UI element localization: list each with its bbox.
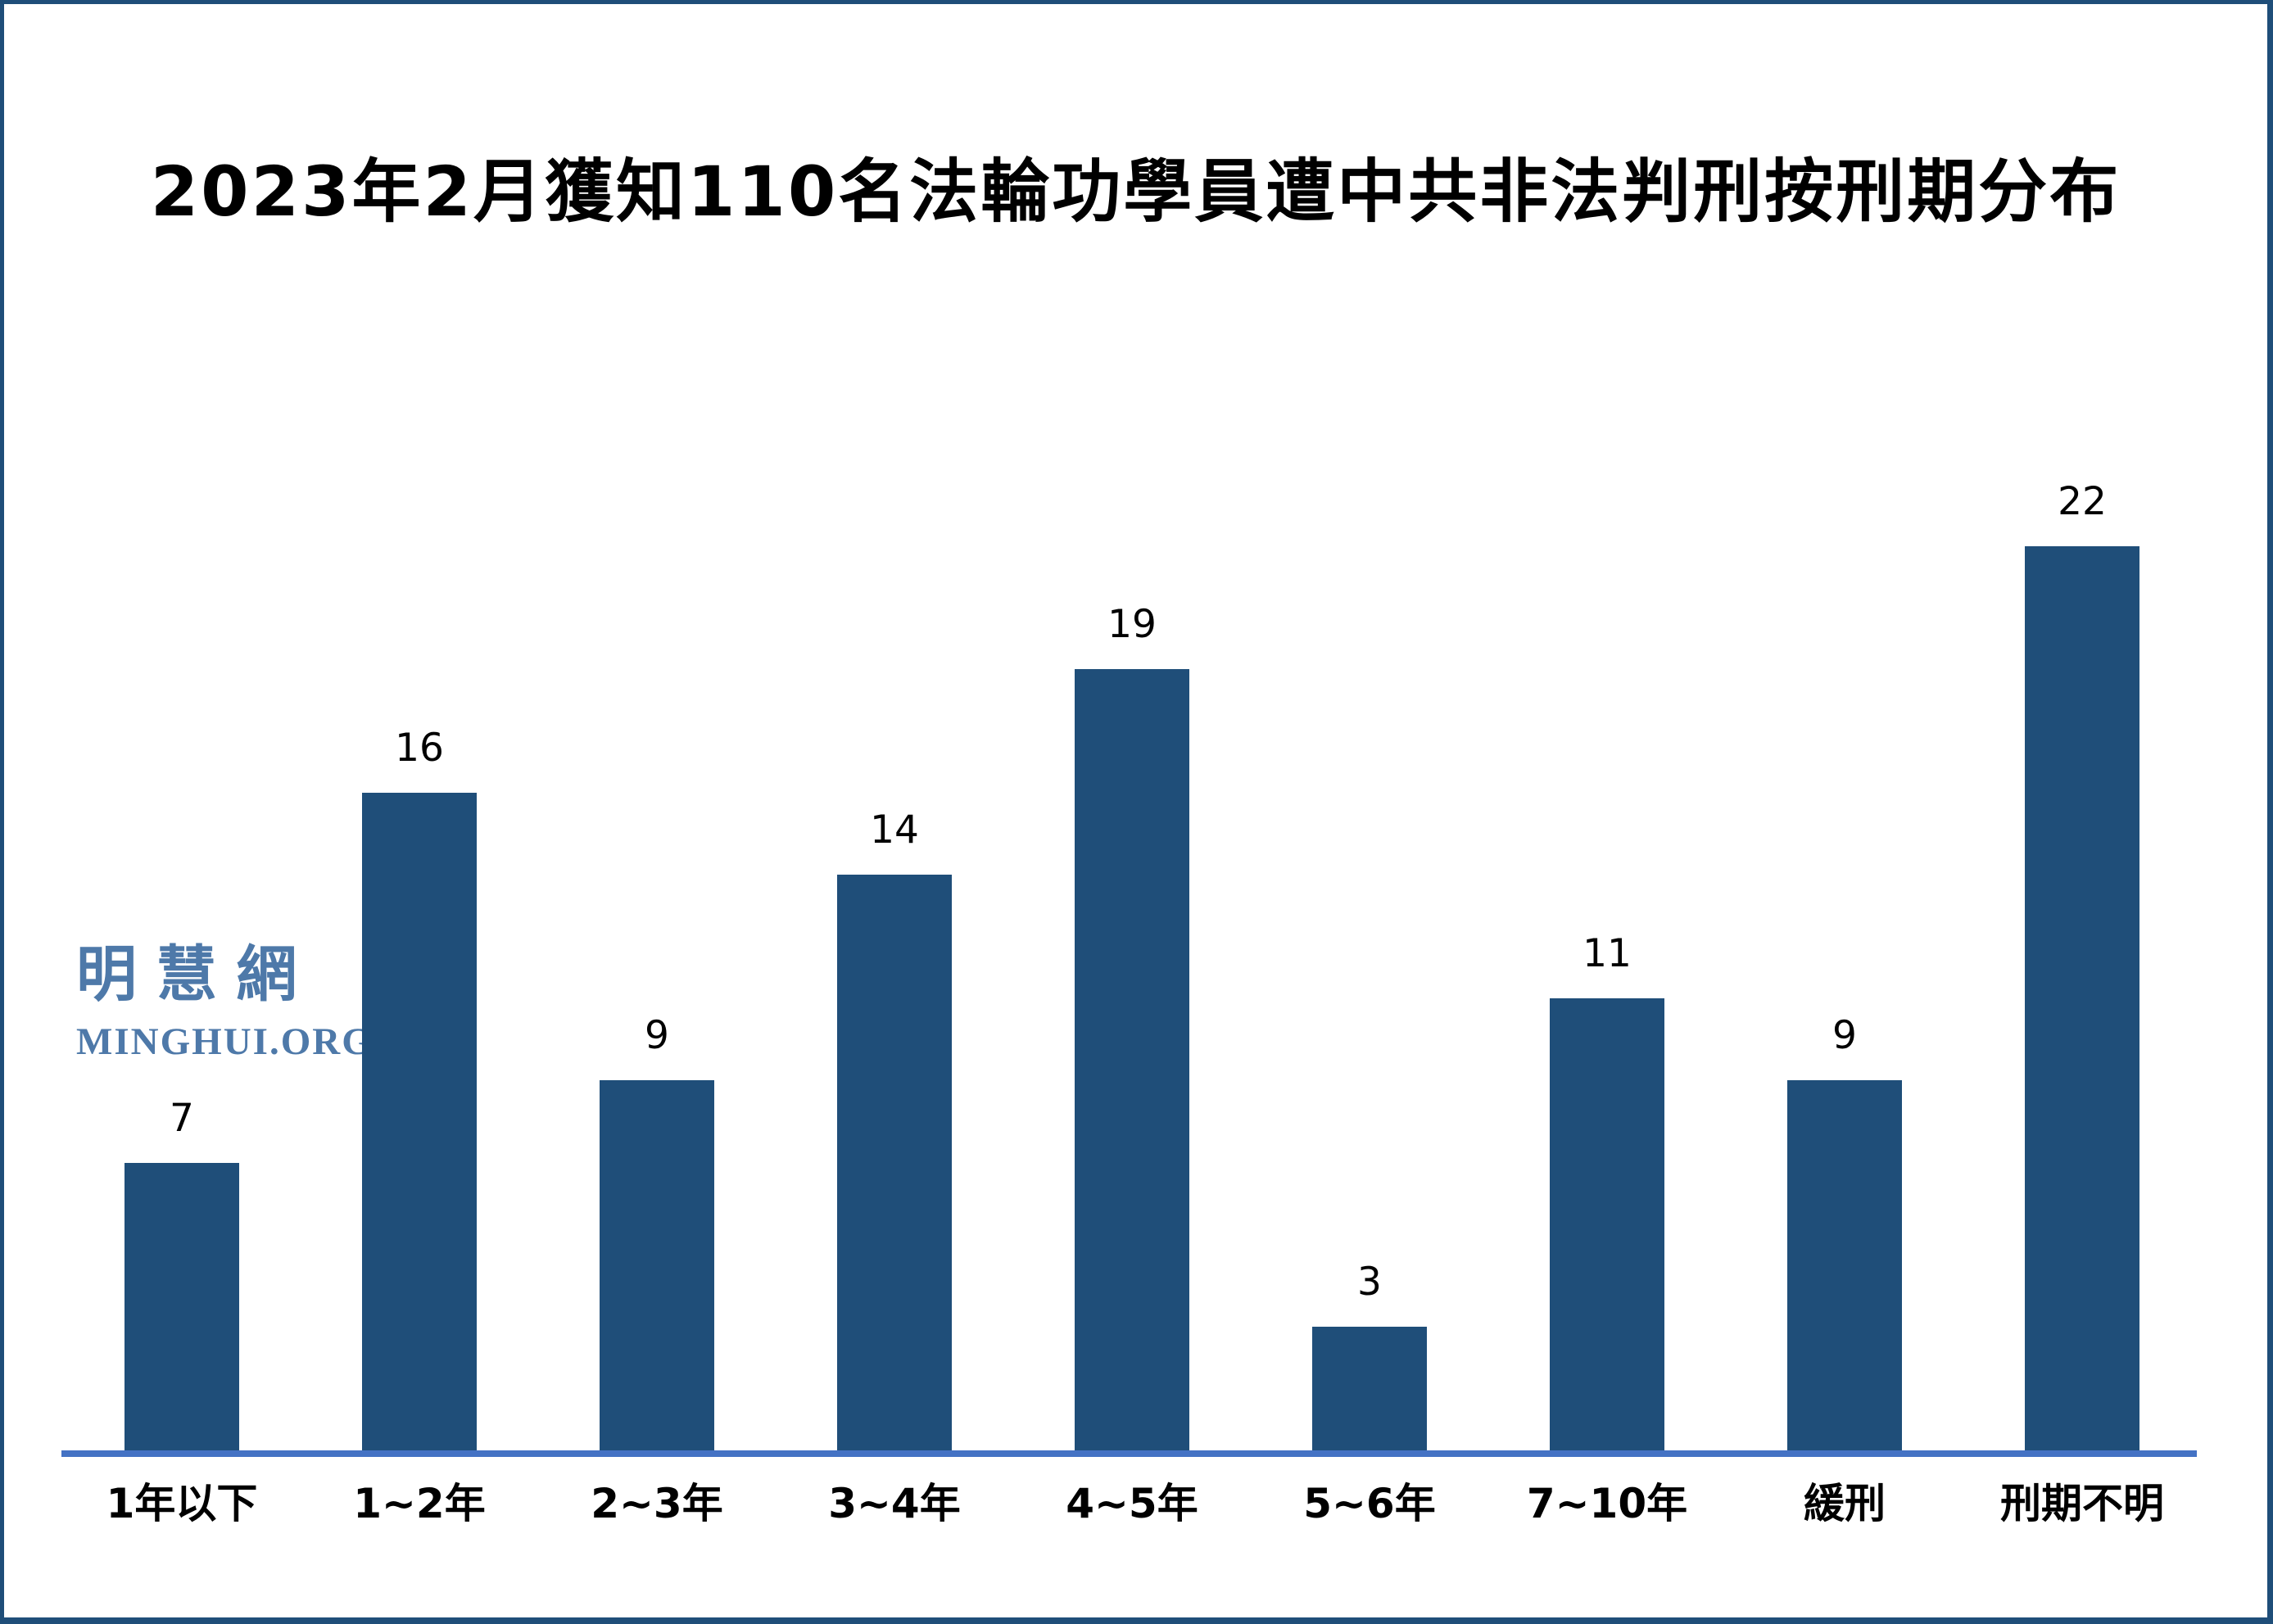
category-label: 2~3年 (591, 1480, 723, 1527)
bar (837, 875, 952, 1450)
category-label: 緩刑 (1804, 1480, 1886, 1527)
bar-value-label: 22 (2058, 479, 2107, 524)
watermark-latin: MINGHUI.ORG (76, 1020, 374, 1063)
bar (125, 1163, 239, 1450)
category-label: 5~6年 (1303, 1480, 1436, 1527)
category-label: 3~4年 (828, 1480, 961, 1527)
bar (600, 1080, 714, 1450)
bar-value-label: 11 (1582, 931, 1632, 976)
category-label: 7~10年 (1526, 1480, 1688, 1527)
bar-value-label: 7 (170, 1096, 194, 1141)
x-axis-line (61, 1450, 2197, 1457)
category-label: 1年以下 (106, 1480, 258, 1527)
bar-value-label: 9 (645, 1013, 669, 1058)
bar (1075, 669, 1189, 1450)
bar-value-label: 19 (1107, 602, 1157, 647)
bar (1787, 1080, 1902, 1450)
bar (2025, 546, 2139, 1450)
bar-value-label: 14 (870, 807, 919, 853)
bar (1312, 1327, 1427, 1450)
bar-value-label: 16 (395, 726, 444, 771)
bar (362, 793, 477, 1450)
category-label: 4~5年 (1066, 1480, 1198, 1527)
minghui-watermark: 明慧網 MINGHUI.ORG (76, 944, 374, 1061)
chart-title: 2023年2月獲知110名法輪功學員遭中共非法判刑按刑期分布 (150, 152, 2121, 232)
category-label: 刑期不明 (2000, 1480, 2164, 1527)
bar-value-label: 9 (1832, 1013, 1857, 1058)
watermark-cjk: 明慧網 (76, 939, 317, 1010)
category-label: 1~2年 (353, 1480, 486, 1527)
bar-value-label: 3 (1357, 1260, 1382, 1305)
bar (1550, 998, 1664, 1450)
